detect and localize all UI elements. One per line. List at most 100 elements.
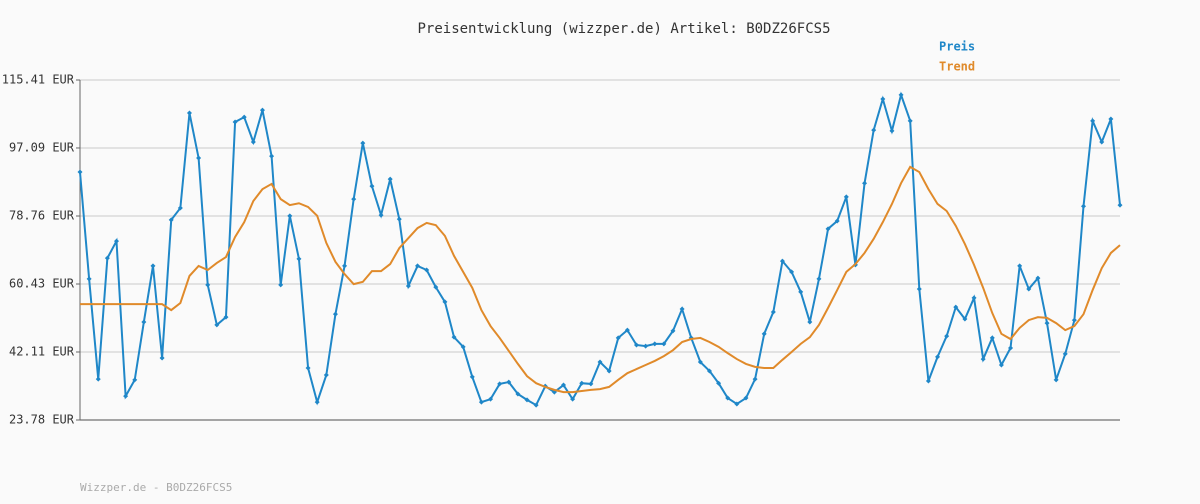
data-point [269, 153, 275, 159]
data-point [442, 299, 448, 305]
data-point [405, 283, 411, 289]
data-point [241, 114, 247, 120]
data-point [278, 282, 284, 288]
data-point [1081, 203, 1087, 209]
data-point [296, 256, 302, 262]
data-point [898, 92, 904, 98]
data-point [606, 368, 612, 374]
data-point [77, 169, 83, 175]
y-tick-label: 115.41 EUR [2, 73, 75, 87]
data-point [497, 381, 503, 387]
data-point [697, 359, 703, 365]
data-point [761, 331, 767, 337]
data-point [779, 258, 785, 264]
data-point [652, 341, 658, 347]
data-point [369, 183, 375, 189]
data-point [916, 286, 922, 292]
data-point [907, 118, 913, 124]
data-point [889, 128, 895, 134]
legend-label: Preis [939, 40, 975, 54]
data-point [1108, 116, 1114, 122]
data-point [661, 341, 667, 347]
data-point [433, 284, 439, 290]
data-point [1035, 275, 1041, 281]
data-point [515, 391, 521, 397]
data-point [925, 378, 931, 384]
data-point [342, 263, 348, 269]
data-point [488, 396, 494, 402]
data-point [971, 295, 977, 301]
data-point [1099, 139, 1105, 145]
data-point [396, 216, 402, 222]
y-tick-label: 42.11 EUR [9, 344, 75, 358]
data-point [123, 393, 129, 399]
data-point [670, 328, 676, 334]
data-point [834, 218, 840, 224]
data-point [95, 376, 101, 382]
data-point [743, 395, 749, 401]
data-point [1026, 286, 1032, 292]
data-point [196, 155, 202, 161]
data-point [798, 289, 804, 295]
data-point [980, 356, 986, 362]
data-point [1017, 263, 1023, 269]
data-point [633, 342, 639, 348]
y-tick-label: 97.09 EUR [9, 140, 75, 154]
data-point [989, 335, 995, 341]
data-point [378, 212, 384, 218]
data-point [597, 359, 603, 365]
data-point [314, 399, 320, 405]
data-point [205, 282, 211, 288]
data-point [807, 319, 813, 325]
data-point [524, 397, 530, 403]
data-point [944, 333, 950, 339]
data-point [1044, 320, 1050, 326]
chart-title: Preisentwicklung (wizzper.de) Artikel: B… [417, 21, 830, 37]
data-point [570, 396, 576, 402]
footer: Wizzper.de - B0DZ26FCS5 [80, 481, 232, 494]
data-point [159, 355, 165, 361]
data-point [86, 276, 92, 282]
data-point [998, 362, 1004, 368]
legend-label: Trend [939, 60, 975, 74]
data-point [643, 343, 649, 349]
data-point [816, 276, 822, 282]
data-point [706, 368, 712, 374]
data-point [387, 176, 393, 182]
y-tick-label: 78.76 EUR [9, 208, 75, 222]
data-point [168, 217, 174, 223]
data-point [962, 316, 968, 322]
data-point [679, 306, 685, 312]
data-point [177, 205, 183, 211]
data-point [360, 140, 366, 146]
data-point [862, 180, 868, 186]
data-point [460, 344, 466, 350]
data-point [506, 379, 512, 385]
data-point [259, 107, 265, 113]
data-point [615, 335, 621, 341]
data-point [825, 226, 831, 232]
data-point [150, 263, 156, 269]
data-point [953, 304, 959, 310]
data-point [223, 314, 229, 320]
data-point [734, 401, 740, 407]
data-point [415, 263, 421, 269]
data-point [588, 381, 594, 387]
data-point [725, 395, 731, 401]
data-point [1062, 351, 1068, 357]
data-point [871, 127, 877, 133]
data-point [250, 139, 256, 145]
data-point [533, 402, 539, 408]
y-tick-label: 23.78 EUR [9, 413, 75, 427]
data-point [323, 372, 329, 378]
data-point [1053, 377, 1059, 383]
data-point [770, 309, 776, 315]
data-point [579, 380, 585, 386]
data-point [1071, 317, 1077, 323]
grid [80, 79, 1120, 421]
series-line [80, 165, 1121, 394]
data-point [232, 119, 238, 125]
data-point [287, 213, 293, 219]
